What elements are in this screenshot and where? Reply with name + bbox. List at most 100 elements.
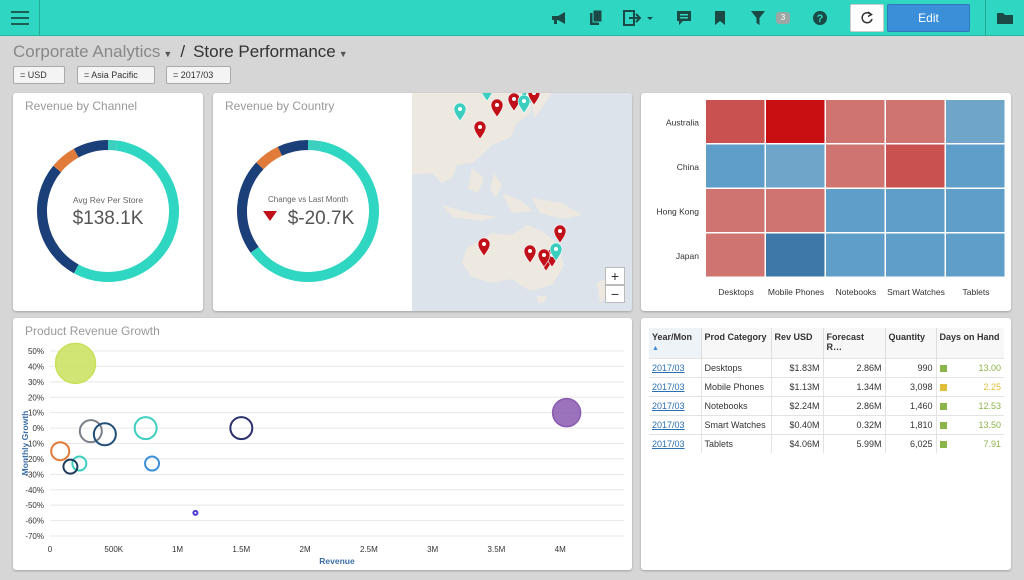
bubble-point[interactable] <box>78 419 103 444</box>
column-header[interactable]: Forecast R… <box>823 328 886 358</box>
donut-segment[interactable] <box>53 148 79 173</box>
filter-currency[interactable]: = USD <box>13 66 65 84</box>
donut-segment[interactable] <box>307 140 322 152</box>
heatmap-cell[interactable] <box>886 144 945 188</box>
column-header[interactable]: Year/Mon ▲ <box>649 328 702 358</box>
zoom-out-button[interactable]: − <box>605 285 625 303</box>
year-month-link[interactable]: 2017/03 <box>649 433 702 453</box>
column-header[interactable]: Rev USD <box>771 328 824 358</box>
bubble-point[interactable] <box>551 397 582 428</box>
x-tick-label: 3.5M <box>488 545 506 554</box>
map-pin-icon[interactable] <box>523 244 537 264</box>
filter-region[interactable]: = Asia Pacific <box>77 66 155 84</box>
bookmark-icon[interactable] <box>710 9 730 27</box>
heatmap-cell[interactable] <box>946 233 1005 277</box>
map-pin-icon[interactable] <box>517 94 531 114</box>
table-row[interactable]: 2017/03 Notebooks $2.24M 2.86M 1,460 12.53 <box>649 395 1004 415</box>
heatmap-cell[interactable] <box>766 189 825 232</box>
heatmap-cell[interactable] <box>886 189 945 232</box>
filter-period[interactable]: = 2017/03 <box>166 66 231 84</box>
zoom-in-button[interactable]: + <box>605 267 625 285</box>
table-row[interactable]: 2017/03 Tablets $4.06M 5.99M 6,025 7.91 <box>649 433 1004 453</box>
map-pin-icon[interactable] <box>473 120 487 140</box>
bubble-point[interactable] <box>50 441 71 462</box>
y-tick-label: 10% <box>28 409 44 418</box>
store-map[interactable]: + − <box>412 93 632 311</box>
copy-icon[interactable] <box>586 9 606 27</box>
refresh-button[interactable] <box>850 4 884 32</box>
heatmap-cell[interactable] <box>946 100 1005 143</box>
breadcrumb-parent[interactable]: Corporate Analytics <box>13 42 161 61</box>
export-icon[interactable] <box>622 9 656 27</box>
comment-icon[interactable] <box>674 9 694 27</box>
bubble-chart[interactable]: 50% 40% 30% 20% 10% 0% -10% -20% -30% -40% -50% -60… <box>13 318 632 570</box>
channel-donut-chart[interactable]: Avg Rev Per Store $138.1K <box>13 93 203 311</box>
help-icon[interactable]: ? <box>810 9 830 27</box>
bubble-point[interactable] <box>71 455 88 472</box>
donut-segment[interactable] <box>256 146 283 170</box>
year-month-link[interactable]: 2017/03 <box>649 414 702 434</box>
donut-segment[interactable] <box>250 141 379 282</box>
heatmap-cell[interactable] <box>946 144 1005 188</box>
bubble-point[interactable] <box>229 416 254 441</box>
heatmap-cell[interactable] <box>826 100 885 143</box>
donut-segment[interactable] <box>237 162 264 253</box>
bubble-point[interactable] <box>54 342 97 385</box>
donut-segment[interactable] <box>73 140 109 158</box>
heatmap-cell[interactable] <box>766 233 825 277</box>
edit-button[interactable]: Edit <box>887 4 970 32</box>
donut-segment[interactable] <box>37 165 79 274</box>
heatmap-cell[interactable] <box>826 233 885 277</box>
year-month-link[interactable]: 2017/03 <box>649 376 702 396</box>
map-pin-icon[interactable] <box>490 98 504 118</box>
sort-asc-icon[interactable]: ▲ <box>652 345 659 352</box>
bubble-point[interactable] <box>133 416 158 441</box>
table-row[interactable]: 2017/03 Mobile Phones $1.13M 1.34M 3,098 2.25 <box>649 376 1004 396</box>
product-table: Year/Mon ▲ Prod Category Rev USD Forecast… <box>649 328 1004 453</box>
heatmap-cell[interactable] <box>706 189 765 232</box>
donut-segment[interactable] <box>277 140 309 156</box>
bubble-point[interactable] <box>144 455 161 472</box>
bubble-point[interactable] <box>92 422 117 447</box>
column-header[interactable]: Prod Category <box>701 328 772 358</box>
megaphone-icon[interactable] <box>549 9 569 27</box>
y-tick-label: -60% <box>25 517 44 526</box>
filter-icon[interactable] <box>748 9 768 27</box>
heatmap-chart[interactable]: Australia China Hong Kong Japan Desktops Mobi… <box>641 93 1011 311</box>
heatmap-cell[interactable] <box>886 100 945 143</box>
page-title[interactable]: Store Performance <box>193 42 336 61</box>
heatmap-cell[interactable] <box>766 100 825 143</box>
quantity-cell: 990 <box>885 357 937 377</box>
year-month-link[interactable]: 2017/03 <box>649 395 702 415</box>
map-pin-icon[interactable] <box>553 224 567 244</box>
bubble-point[interactable] <box>192 509 199 516</box>
year-month-link[interactable]: 2017/03 <box>649 357 702 377</box>
chevron-down-icon[interactable]: ▼ <box>163 49 173 59</box>
bubble-point[interactable] <box>62 458 79 475</box>
column-header[interactable]: Quantity <box>885 328 937 358</box>
country-donut-chart[interactable]: Change vs Last Month $-20.7K <box>213 93 403 311</box>
heatmap-cell[interactable] <box>706 100 765 143</box>
donut-segment[interactable] <box>73 140 179 282</box>
map-pin-icon[interactable] <box>453 102 467 122</box>
map-pin-icon[interactable] <box>549 242 563 262</box>
table-row[interactable]: 2017/03 Desktops $1.83M 2.86M 990 13.00 <box>649 357 1004 377</box>
chevron-down-icon[interactable]: ▼ <box>338 49 348 59</box>
heatmap-cell[interactable] <box>826 189 885 232</box>
table-row[interactable]: 2017/03 Smart Watches $0.40M 0.32M 1,810 13.5… <box>649 414 1004 434</box>
map-pin-icon[interactable] <box>481 93 493 102</box>
heatmap-cell[interactable] <box>706 144 765 188</box>
heatmap-cell[interactable] <box>826 144 885 188</box>
donut-segment[interactable] <box>107 140 117 151</box>
y-axis-label: Monthly Growth <box>20 411 30 476</box>
heatmap-col-label: Mobile Phones <box>768 287 824 297</box>
heatmap-cell[interactable] <box>766 144 825 188</box>
map-pin-icon[interactable] <box>537 248 551 268</box>
folder-icon[interactable] <box>985 0 1024 36</box>
hamburger-icon[interactable] <box>0 0 40 36</box>
heatmap-cell[interactable] <box>886 233 945 277</box>
map-pin-icon[interactable] <box>477 237 491 257</box>
heatmap-cell[interactable] <box>946 189 1005 232</box>
heatmap-cell[interactable] <box>706 233 765 277</box>
column-header[interactable]: Days on Hand <box>936 328 1004 358</box>
